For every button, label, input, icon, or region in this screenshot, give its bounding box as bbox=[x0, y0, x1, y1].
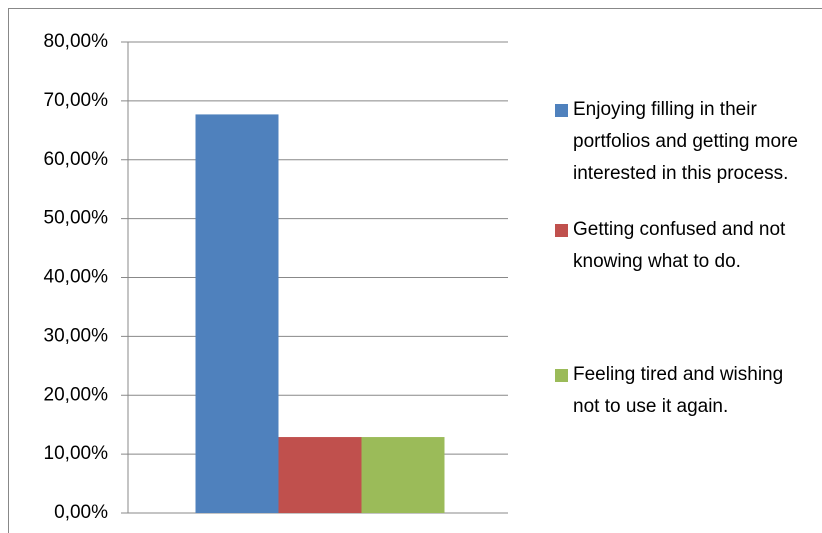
legend-line: Getting confused and not bbox=[573, 219, 791, 240]
y-tick-label: 50,00% bbox=[44, 208, 109, 229]
legend-line: interested in this process. bbox=[573, 163, 788, 184]
legend-swatch bbox=[555, 224, 568, 237]
y-tick-label: 40,00% bbox=[44, 267, 109, 288]
y-tick-label: 30,00% bbox=[44, 325, 109, 346]
y-tick-label: 60,00% bbox=[44, 149, 109, 170]
y-tick-label: 70,00% bbox=[44, 90, 109, 111]
legend-swatch bbox=[555, 104, 568, 117]
bar bbox=[361, 437, 445, 513]
legend-label: Enjoying filling in their portfolios and… bbox=[573, 99, 803, 184]
chart-frame bbox=[8, 8, 822, 533]
y-tick-label: 10,00% bbox=[44, 443, 109, 464]
legend-line: Feeling tired and wishing bbox=[573, 364, 788, 385]
legend-line: knowing what to do. bbox=[573, 251, 741, 272]
legend-line: portfolios and getting more bbox=[573, 131, 803, 152]
y-tick-label: 0,00% bbox=[54, 502, 108, 523]
legend-swatch bbox=[555, 369, 568, 382]
legend-line: not to use it again. bbox=[573, 396, 728, 417]
y-tick-label: 20,00% bbox=[44, 384, 109, 405]
legend-line: Enjoying filling in their bbox=[573, 99, 762, 120]
legend-label: Feeling tired and wishing not to use it … bbox=[573, 364, 788, 417]
y-tick-label: 80,00% bbox=[44, 31, 109, 52]
bar bbox=[278, 437, 362, 513]
bar bbox=[195, 114, 279, 513]
legend-label: Getting confused and not knowing what to… bbox=[573, 219, 791, 272]
